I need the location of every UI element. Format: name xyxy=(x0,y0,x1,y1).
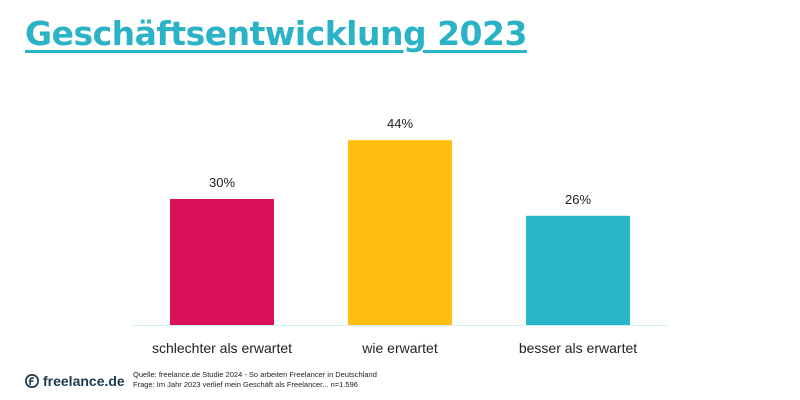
question-note: Frage: Im Jahr 2023 verlief mein Geschäf… xyxy=(133,380,358,389)
source-note: Quelle: freelance.de Studie 2024 - So ar… xyxy=(133,370,377,379)
bar-value-label-3: 26% xyxy=(565,192,591,207)
bar-value-label-1: 30% xyxy=(209,175,235,190)
logo-text: freelance.de xyxy=(43,373,125,389)
bar-value-label-2: 44% xyxy=(387,116,413,131)
brand-logo[interactable]: freelance.de xyxy=(25,373,125,389)
bar-2 xyxy=(348,140,452,325)
footnote: Quelle: freelance.de Studie 2024 - So ar… xyxy=(133,370,377,390)
freelance-logo-icon xyxy=(25,374,39,388)
category-label-2: wie erwartet xyxy=(361,340,438,356)
category-label-3: besser als erwartet xyxy=(519,340,637,356)
bar-3 xyxy=(526,215,630,325)
page-title: Geschäftsentwicklung 2023 xyxy=(25,14,527,53)
bar-1 xyxy=(170,199,274,325)
category-label-1: schlechter als erwartet xyxy=(152,340,292,356)
bars-group: 30% schlechter als erwartet 44% wie erwarte… xyxy=(152,116,637,356)
